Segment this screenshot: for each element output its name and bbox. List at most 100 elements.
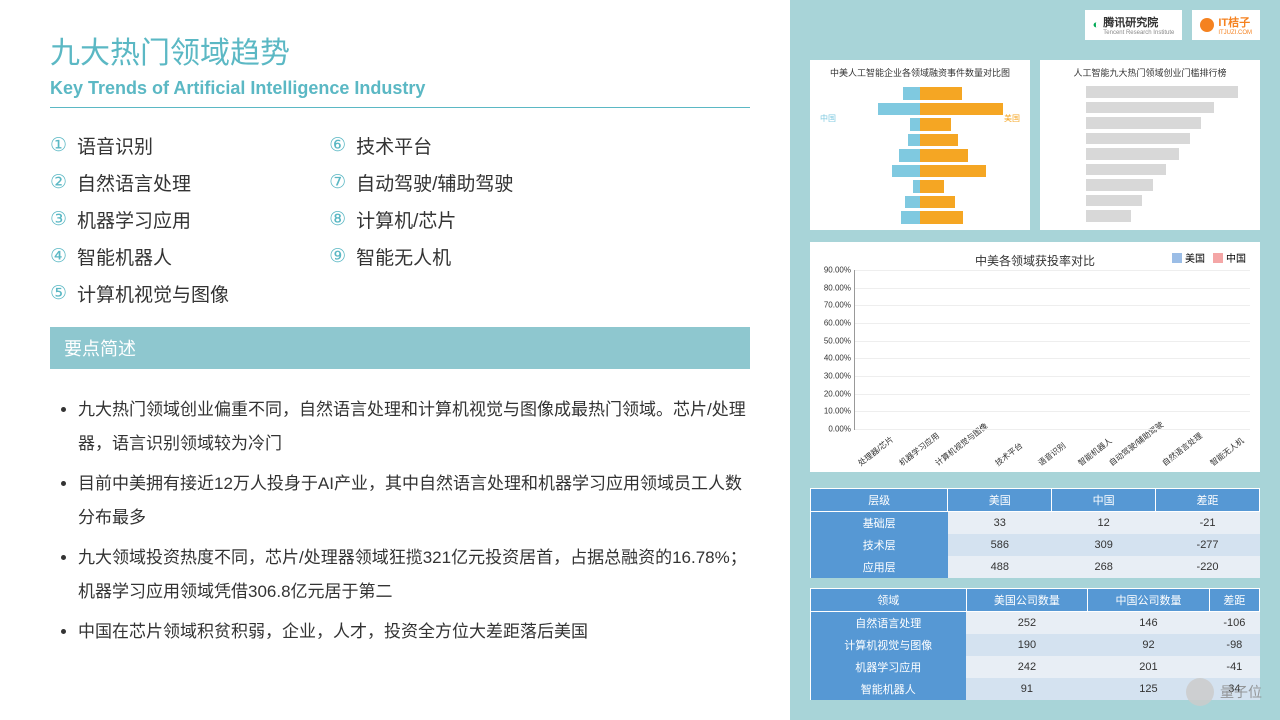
- table-cell: -220: [1156, 556, 1260, 578]
- domain-label: 智能机器人: [77, 243, 172, 270]
- table-cell: 92: [1088, 634, 1210, 656]
- domain-item: ⑧ 计算机/芯片: [329, 206, 513, 233]
- domain-number: ⑨: [329, 245, 346, 268]
- domain-item: ④ 智能机器人: [50, 243, 229, 270]
- title-divider: [50, 107, 750, 108]
- watermark: 量子位: [1186, 678, 1262, 706]
- table-header: 美国公司数量: [966, 589, 1088, 612]
- domain-number: ③: [50, 208, 67, 231]
- domains-list: ① 语音识别 ② 自然语言处理 ③ 机器学习应用 ④ 智能机器人 ⑤ 计算机视觉与图像 ⑥ 技术平台…: [50, 132, 750, 307]
- domain-label: 计算机/芯片: [356, 206, 456, 233]
- mini-chart-1-title: 中美人工智能企业各领域融资事件数量对比图: [816, 66, 1024, 79]
- mini-chart-2: 人工智能九大热门领域创业门槛排行榜: [1040, 60, 1260, 230]
- mini-chart-1-body: 中国美国: [816, 83, 1024, 223]
- mini-chart-2-title: 人工智能九大热门领域创业门槛排行榜: [1046, 66, 1254, 79]
- table-cell: 机器学习应用: [811, 656, 967, 678]
- table-cell: 309: [1052, 534, 1156, 556]
- table-header: 领域: [811, 589, 967, 612]
- table-cell: 190: [966, 634, 1088, 656]
- table-row: 自然语言处理252146-106: [811, 612, 1260, 635]
- title-chinese: 九大热门领域趋势: [50, 28, 750, 72]
- domain-number: ⑦: [329, 171, 346, 194]
- main-bar-chart: 中美各领域获投率对比 美国 中国 处理器/芯片机器学习应用计算机视觉与图像技术平…: [810, 242, 1260, 472]
- domain-label: 语音识别: [77, 132, 153, 159]
- table-header: 中国: [1052, 489, 1156, 512]
- itjuzi-icon: [1200, 18, 1214, 32]
- table-header: 美国: [948, 489, 1052, 512]
- mini-chart-2-body: [1046, 83, 1254, 223]
- table-cell: 242: [966, 656, 1088, 678]
- legend-cn: 中国: [1226, 250, 1246, 265]
- mini-charts-row: 中美人工智能企业各领域融资事件数量对比图 中国美国 人工智能九大热门领域创业门槛…: [810, 60, 1260, 230]
- table-row: 机器学习应用242201-41: [811, 656, 1260, 678]
- main-chart-plot: 处理器/芯片机器学习应用计算机视觉与图像技术平台语音识别智能机器人自动驾驶/辅助…: [854, 270, 1250, 430]
- domain-label: 智能无人机: [356, 243, 451, 270]
- table-cell: 计算机视觉与图像: [811, 634, 967, 656]
- table-row: 技术层586309-277: [811, 534, 1260, 556]
- logo-bar: ◐ 腾讯研究院 Tencent Research Institute IT桔子 …: [1085, 10, 1260, 40]
- domain-number: ④: [50, 245, 67, 268]
- main-chart-legend: 美国 中国: [1172, 250, 1246, 265]
- domain-label: 技术平台: [356, 132, 432, 159]
- tencent-logo: ◐ 腾讯研究院 Tencent Research Institute: [1085, 10, 1183, 40]
- domain-label: 自动驾驶/辅助驾驶: [356, 169, 513, 196]
- domain-label: 自然语言处理: [77, 169, 191, 196]
- table-cell: 146: [1088, 612, 1210, 635]
- domain-item: ⑦ 自动驾驶/辅助驾驶: [329, 169, 513, 196]
- watermark-text: 量子位: [1220, 682, 1262, 702]
- table-header: 中国公司数量: [1088, 589, 1210, 612]
- domain-item: ① 语音识别: [50, 132, 229, 159]
- domain-number: ⑥: [329, 134, 346, 157]
- table-cell: 技术层: [811, 534, 948, 556]
- table-row: 基础层3312-21: [811, 512, 1260, 535]
- domain-number: ⑤: [50, 282, 67, 305]
- title-english: Key Trends of Artificial Intelligence In…: [50, 78, 750, 99]
- domain-item: ② 自然语言处理: [50, 169, 229, 196]
- table-cell: -41: [1209, 656, 1259, 678]
- key-points-list: 九大热门领域创业偏重不同，自然语言处理和计算机视觉与图像成最热门领域。芯片/处理…: [50, 393, 750, 649]
- table-cell: 91: [966, 678, 1088, 700]
- bullet-item: 九大热门领域创业偏重不同，自然语言处理和计算机视觉与图像成最热门领域。芯片/处理…: [78, 393, 750, 461]
- table-cell: 201: [1088, 656, 1210, 678]
- domain-item: ⑤ 计算机视觉与图像: [50, 280, 229, 307]
- bullet-item: 九大领域投资热度不同，芯片/处理器领域狂揽321亿元投资居首，占据总融资的16.…: [78, 541, 750, 609]
- mini-chart-1: 中美人工智能企业各领域融资事件数量对比图 中国美国: [810, 60, 1030, 230]
- tencent-logo-text: 腾讯研究院: [1103, 14, 1174, 30]
- table-cell: 自然语言处理: [811, 612, 967, 635]
- itjuzi-logo-sub: ITJUZI.COM: [1218, 30, 1252, 36]
- table-cell: 33: [948, 512, 1052, 535]
- table-cell: 基础层: [811, 512, 948, 535]
- legend-us: 美国: [1185, 250, 1205, 265]
- domain-label: 计算机视觉与图像: [77, 280, 229, 307]
- bullet-item: 中国在芯片领域积贫积弱，企业，人才，投资全方位大差距落后美国: [78, 615, 750, 649]
- data-tables: 层级美国中国差距基础层3312-21技术层586309-277应用层488268…: [810, 488, 1260, 710]
- domain-item: ⑨ 智能无人机: [329, 243, 513, 270]
- table-cell: 268: [1052, 556, 1156, 578]
- left-content-panel: 九大热门领域趋势 Key Trends of Artificial Intell…: [0, 0, 790, 720]
- domain-number: ⑧: [329, 208, 346, 231]
- domain-number: ①: [50, 134, 67, 157]
- table-cell: -98: [1209, 634, 1259, 656]
- table-cell: -277: [1156, 534, 1260, 556]
- bullet-item: 目前中美拥有接近12万人投身于AI产业，其中自然语言处理和机器学习应用领域员工人…: [78, 467, 750, 535]
- table-cell: -106: [1209, 612, 1259, 635]
- tencent-logo-sub: Tencent Research Institute: [1103, 30, 1174, 36]
- table-cell: 12: [1052, 512, 1156, 535]
- itjuzi-logo: IT桔子 ITJUZI.COM: [1192, 10, 1260, 40]
- domain-item: ③ 机器学习应用: [50, 206, 229, 233]
- table-header: 层级: [811, 489, 948, 512]
- table-row: 应用层488268-220: [811, 556, 1260, 578]
- section-header: 要点简述: [50, 327, 750, 369]
- table-cell: 智能机器人: [811, 678, 967, 700]
- watermark-icon: [1186, 678, 1214, 706]
- table-header: 差距: [1209, 589, 1259, 612]
- table-cell: 488: [948, 556, 1052, 578]
- itjuzi-logo-text: IT桔子: [1218, 17, 1250, 29]
- table-cell: 586: [948, 534, 1052, 556]
- domain-label: 机器学习应用: [77, 206, 191, 233]
- table-cell: 应用层: [811, 556, 948, 578]
- domain-item: ⑥ 技术平台: [329, 132, 513, 159]
- table-header: 差距: [1156, 489, 1260, 512]
- domain-number: ②: [50, 171, 67, 194]
- table-cell: -21: [1156, 512, 1260, 535]
